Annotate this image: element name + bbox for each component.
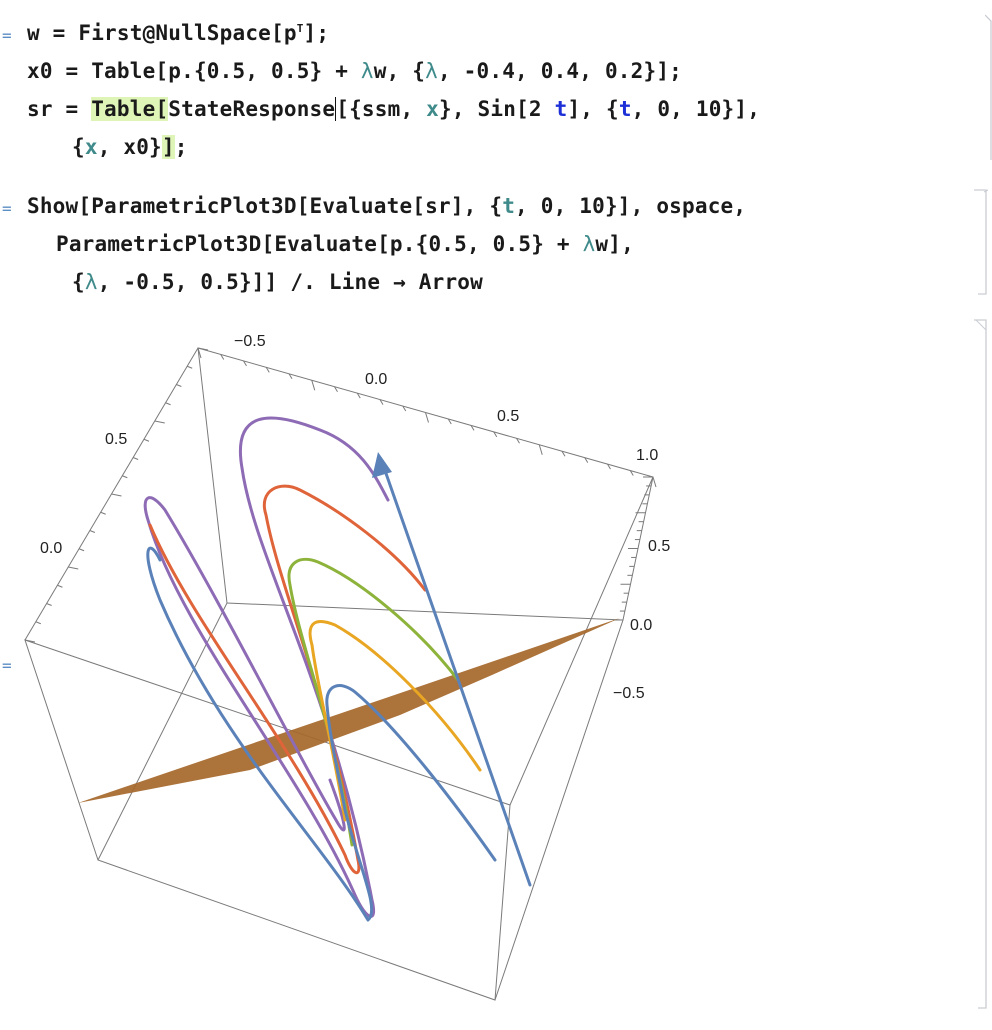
tick-mark bbox=[470, 425, 475, 431]
arrow-head bbox=[372, 452, 392, 478]
axis-right-ticks: 0.5 0.0 −0.5 bbox=[613, 538, 670, 702]
nullspace-arrow bbox=[380, 460, 532, 887]
tick-mark bbox=[197, 347, 202, 359]
ospace-plane bbox=[78, 618, 620, 803]
tick-mark bbox=[265, 367, 270, 373]
tick-mark bbox=[402, 405, 407, 412]
tick-label: 0.5 bbox=[105, 431, 127, 448]
cell-bracket-2[interactable] bbox=[974, 188, 989, 298]
code-line-sr-cont[interactable]: {x, x0}]; bbox=[72, 135, 188, 159]
tick-mark bbox=[629, 470, 634, 476]
tick-mark bbox=[68, 566, 79, 570]
code-line-w[interactable]: w = First@NullSpace[pT]; bbox=[27, 21, 330, 45]
tick-mark bbox=[154, 420, 165, 424]
axis-left-ticks: 0.5 0.0 bbox=[40, 431, 127, 557]
tick-label: −0.5 bbox=[613, 685, 645, 702]
code-line-pp3d[interactable]: ParametricPlot3D[Evaluate[p.{0.5, 0.5} +… bbox=[56, 232, 634, 256]
tick-mark bbox=[46, 603, 52, 606]
tick-mark bbox=[516, 438, 520, 444]
code-line-show[interactable]: Show[ParametricPlot3D[Evaluate[sr], {t, … bbox=[27, 194, 747, 218]
tick-mark bbox=[288, 373, 293, 380]
input-marker-2: = bbox=[2, 199, 12, 218]
tick-mark bbox=[561, 450, 566, 457]
tick-mark bbox=[334, 386, 338, 392]
tick-mark bbox=[57, 584, 63, 588]
tick-label: −0.5 bbox=[234, 333, 266, 350]
tick-mark bbox=[35, 621, 41, 625]
tick-label: 0.5 bbox=[497, 408, 519, 425]
tick-mark bbox=[122, 475, 128, 479]
cell-bracket-1[interactable] bbox=[984, 14, 992, 160]
tick-mark bbox=[176, 384, 182, 387]
tick-mark bbox=[24, 639, 36, 643]
tick-mark bbox=[311, 380, 316, 391]
tick-label: 1.0 bbox=[636, 447, 658, 464]
tick-mark bbox=[425, 412, 429, 423]
tick-mark bbox=[100, 511, 106, 515]
trajectory-curve bbox=[146, 546, 497, 922]
tick-mark bbox=[197, 347, 209, 351]
tick-mark bbox=[356, 392, 361, 399]
cell-bracket-3[interactable] bbox=[974, 318, 988, 1013]
tick-mark bbox=[187, 365, 193, 369]
tick-mark bbox=[220, 354, 225, 360]
tick-mark bbox=[143, 438, 150, 442]
tick-mark bbox=[78, 548, 85, 552]
input-marker-1: = bbox=[2, 26, 12, 45]
tick-mark bbox=[89, 530, 96, 533]
tick-label: 0.0 bbox=[40, 540, 62, 557]
tick-mark bbox=[111, 493, 122, 497]
tick-mark bbox=[538, 444, 543, 455]
output-marker: = bbox=[2, 656, 12, 675]
tick-mark bbox=[379, 399, 384, 405]
tick-label: 0.0 bbox=[365, 371, 387, 388]
tick-mark bbox=[243, 360, 247, 367]
tick-label: 0.0 bbox=[630, 617, 652, 634]
tick-mark bbox=[165, 402, 171, 406]
code-line-arrow[interactable]: {λ, -0.5, 0.5}]] /. Line → Arrow bbox=[72, 270, 483, 294]
tick-label: 0.5 bbox=[648, 538, 670, 555]
axis-top-ticks: −0.5 0.0 0.5 1.0 bbox=[234, 333, 658, 464]
tick-mark bbox=[493, 431, 498, 438]
code-line-x0[interactable]: x0 = Table[p.{0.5, 0.5} + λw, {λ, -0.4, … bbox=[27, 59, 683, 83]
tick-mark bbox=[584, 457, 589, 463]
code-line-sr[interactable]: sr = Table[StateResponse[{ssm, x}, Sin[2… bbox=[27, 97, 761, 121]
parametric-plot-3d[interactable]: −0.5 0.0 0.5 1.0 0.5 0.0 0.5 0.0 −0.5 bbox=[0, 300, 940, 1025]
tick-mark bbox=[652, 476, 657, 488]
tick-mark bbox=[447, 418, 452, 425]
tick-mark bbox=[607, 463, 611, 470]
tick-mark bbox=[132, 457, 139, 460]
trajectory-curve bbox=[148, 484, 427, 874]
